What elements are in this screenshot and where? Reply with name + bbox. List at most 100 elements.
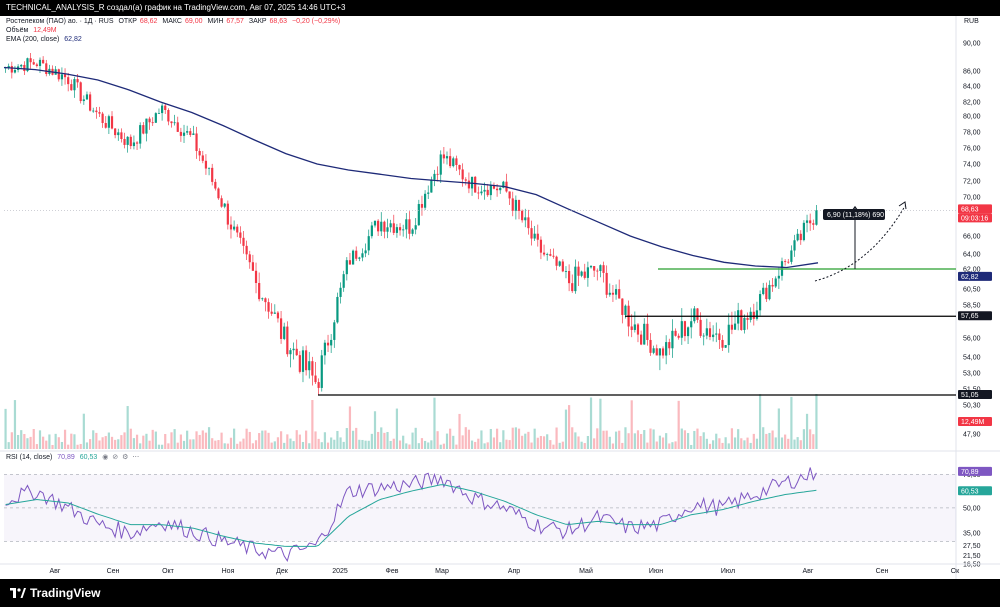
candle-body <box>686 327 690 337</box>
volume-bar <box>690 444 693 449</box>
candle-body <box>499 187 502 191</box>
volume-bar <box>161 444 164 449</box>
volume-bar <box>433 397 436 449</box>
level-low-badge: 51,05 <box>958 390 992 399</box>
indicator-tools-icons[interactable]: ◉ ⊘ ⚙ ⋯ <box>102 454 141 461</box>
candle-body <box>799 233 802 241</box>
candle-body <box>148 118 151 123</box>
candle-body <box>805 220 809 223</box>
volume-bar <box>765 433 768 449</box>
volume-bar <box>373 411 377 449</box>
candle-body <box>392 223 395 233</box>
volume-bar <box>649 428 652 449</box>
time-tick-label: Мар <box>435 568 449 575</box>
candle-body <box>373 220 377 226</box>
candle-body <box>167 109 170 122</box>
candle-body <box>7 66 10 68</box>
tradingview-logo[interactable]: TradingView <box>10 586 100 600</box>
price-tick-label: 60,50 <box>963 287 981 294</box>
volume-bar <box>733 437 737 449</box>
time-tick-label: Май <box>579 567 593 575</box>
candle-body <box>414 225 417 230</box>
volume-bar <box>48 434 51 449</box>
time-tick-label: Авг <box>50 568 61 575</box>
open-value: 68,62 <box>139 18 158 25</box>
volume-bar <box>449 428 452 449</box>
candle-body <box>201 155 204 161</box>
candle-body <box>195 133 198 151</box>
volume-bar <box>283 442 286 449</box>
candle-body <box>370 225 373 237</box>
candle-body <box>643 323 646 345</box>
chart-panel[interactable]: Ростелеком (ПАО) ао. · 1Д · RUS ОТКР 68,6… <box>0 16 1000 579</box>
candle-body <box>67 77 70 85</box>
volume-bar <box>596 428 599 449</box>
price-tick-label: 54,00 <box>963 355 981 362</box>
volume-bar <box>85 442 89 449</box>
candle-body <box>802 222 806 241</box>
candle-body <box>389 223 392 228</box>
volume-bar <box>70 433 73 449</box>
candle-body <box>511 198 514 211</box>
candle-body <box>683 321 687 337</box>
candle-body <box>176 122 179 132</box>
candle-body <box>170 121 173 124</box>
volume-bar <box>148 440 151 449</box>
volume-bar <box>120 435 123 449</box>
volume-bar <box>311 399 314 449</box>
volume-bar <box>502 430 505 449</box>
low-label: МИН <box>207 18 224 25</box>
volume-bar <box>345 428 348 449</box>
candle-body <box>186 131 189 133</box>
rsi-badge-bg <box>958 466 992 476</box>
volume-bar <box>20 430 23 449</box>
volume-bar <box>67 444 70 449</box>
volume-bar <box>417 443 420 449</box>
candle-body <box>571 283 574 292</box>
candle-body <box>464 179 467 181</box>
time-tick-label: Июл <box>721 568 735 575</box>
volume-bar <box>117 439 120 449</box>
volume-badge-bg <box>958 417 992 426</box>
candle-body <box>640 334 643 345</box>
ema-badge-text: 62,82 <box>961 274 979 281</box>
volume-bar <box>589 397 593 449</box>
price-tick-label: 86,00 <box>963 69 981 76</box>
candle-body <box>239 232 242 238</box>
volume-bar <box>805 413 809 449</box>
volume-bar <box>752 433 755 449</box>
candle-body <box>13 69 17 73</box>
volume-bar <box>408 444 411 449</box>
candle-body <box>261 298 264 300</box>
rsi-tick-label: 21,50 <box>963 553 981 560</box>
candle-body <box>117 132 120 136</box>
volume-bar <box>618 430 621 449</box>
level-mid-badge-text: 57,65 <box>961 313 979 320</box>
candle-body <box>204 160 208 169</box>
volume-bar <box>614 431 618 449</box>
volume-bar <box>539 435 543 449</box>
volume-bar <box>762 427 765 449</box>
candle-body <box>377 220 380 232</box>
volume-bar <box>317 438 320 449</box>
volume-bar <box>42 436 45 449</box>
volume-bar <box>261 430 264 449</box>
time-tick-label: Сен <box>876 568 889 575</box>
candle-body <box>342 274 345 288</box>
candle-body <box>339 287 342 297</box>
candle-body <box>608 292 611 295</box>
volume-bar <box>182 440 186 449</box>
candle-body <box>530 228 533 239</box>
candle-body <box>787 261 790 263</box>
volume-bar <box>677 400 680 449</box>
volume-bar <box>630 400 633 449</box>
candle-body <box>402 229 405 231</box>
candle-body <box>226 203 229 225</box>
candle-body <box>693 308 696 322</box>
candle-body <box>577 266 580 276</box>
candle-body <box>114 128 117 136</box>
candle-body <box>430 179 433 193</box>
candle-body <box>727 324 730 346</box>
countdown-badge-text: 09:03:16 <box>961 215 988 222</box>
chart-canvas[interactable]: RUB 90,00 86,00 84,00 82,00 80,00 78,00 76,00 7… <box>0 16 1000 579</box>
